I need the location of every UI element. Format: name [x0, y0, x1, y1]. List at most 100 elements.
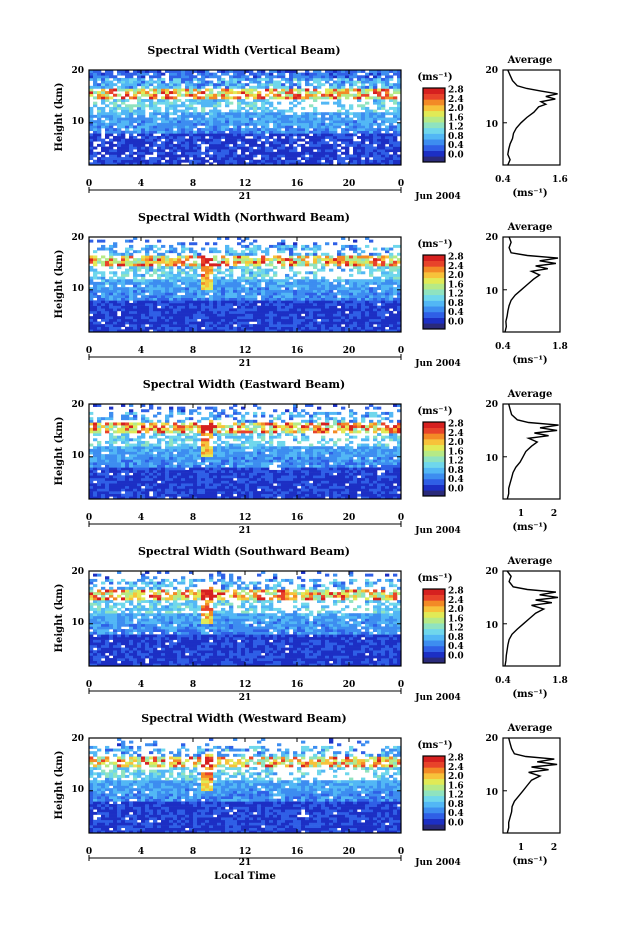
heatmap-cell [213, 300, 218, 304]
heatmap-cell [145, 300, 150, 304]
heatmap-cell [189, 295, 194, 298]
heatmap-cell [185, 80, 190, 84]
heatmap-cell [301, 493, 306, 497]
heatmap-cell [349, 273, 354, 277]
heatmap-cell [169, 491, 174, 495]
heatmap-cell [169, 493, 174, 497]
heatmap-cell [89, 75, 94, 79]
heatmap-cell [297, 96, 302, 100]
heatmap-cell [253, 101, 258, 105]
heatmap-cell [289, 268, 294, 272]
heatmap-cell [281, 70, 286, 73]
y-axis-label: Height (km) [54, 83, 65, 152]
heatmap-cell [237, 318, 242, 322]
heatmap-cell [169, 117, 174, 121]
heatmap-cell [397, 141, 402, 145]
heatmap-cell [373, 154, 378, 158]
heatmap-cell [105, 80, 110, 84]
heatmap-cell [161, 496, 166, 500]
heatmap-cell [205, 276, 210, 280]
heatmap-cell [101, 125, 106, 129]
heatmap-cell [241, 114, 246, 118]
heatmap-cell [249, 106, 254, 110]
heatmap-cell [341, 255, 346, 259]
heatmap-cell [269, 316, 274, 320]
heatmap-cell [389, 96, 394, 100]
heatmap-cell [357, 260, 362, 264]
heatmap-cell [181, 77, 186, 81]
colorbar-frame [422, 254, 446, 330]
heatmap-cell [253, 122, 258, 126]
x-tick-label: 4 [138, 179, 144, 189]
heatmap-cell [97, 295, 102, 298]
heatmap-cell [241, 324, 246, 328]
heatmap-cell [97, 321, 102, 325]
heatmap-cell [201, 255, 206, 259]
heatmap-cell [277, 135, 282, 139]
heatmap-cell [257, 483, 262, 487]
heatmap-cell [149, 130, 154, 134]
heatmap-cell [241, 496, 246, 500]
heatmap-cell [169, 125, 174, 129]
heatmap-cell [193, 88, 198, 92]
heatmap-cell [273, 287, 278, 291]
heatmap-cell [333, 491, 338, 495]
heatmap-cell [157, 318, 162, 322]
heatmap-cell [153, 287, 158, 291]
heatmap-cell [305, 310, 310, 314]
heatmap-cell [349, 122, 354, 126]
heatmap-cell [305, 295, 310, 298]
heatmap-cell [157, 292, 162, 296]
heatmap-cell [217, 138, 222, 142]
heatmap-cell [317, 157, 322, 161]
heatmap-cell [189, 321, 194, 325]
heatmap-cell [125, 146, 130, 150]
heatmap-cell [109, 91, 114, 95]
heatmap-cell [261, 162, 266, 166]
heatmap-cell [93, 104, 98, 108]
heatmap-cell [125, 104, 130, 108]
heatmap-cell [293, 260, 298, 264]
heatmap-cell [217, 125, 222, 129]
heatmap-cell [125, 72, 130, 76]
heatmap-cell [345, 88, 350, 92]
heatmap-cell [329, 85, 334, 89]
heatmap-cell [289, 122, 294, 126]
heatmap-cell [177, 242, 182, 246]
heatmap-cell [269, 326, 274, 330]
heatmap-cell [113, 122, 118, 126]
heatmap-cell [373, 302, 378, 306]
heatmap-cell [349, 488, 354, 492]
colorbar-tick-label: 0.0 [448, 317, 464, 327]
heatmap-cell [109, 96, 114, 100]
heatmap-cell [293, 329, 298, 333]
heatmap-cell [389, 292, 394, 296]
heatmap-cell [297, 289, 302, 293]
heatmap-cell [245, 117, 250, 121]
heatmap-cell [93, 329, 98, 333]
heatmap-cell [197, 117, 202, 121]
heatmap-cell [169, 313, 174, 317]
heatmap-cell [125, 326, 130, 330]
heatmap-cell [205, 485, 210, 489]
colorbar-tick-label: 1.2 [448, 123, 464, 133]
heatmap-cell [257, 122, 262, 126]
heatmap-cell [293, 289, 298, 293]
heatmap-cell [173, 491, 178, 495]
heatmap-cell [345, 128, 350, 131]
heatmap-cell [385, 72, 390, 76]
heatmap-cell [353, 258, 358, 262]
heatmap-cell [177, 491, 182, 495]
heatmap-cell [221, 128, 226, 131]
heatmap-cell [145, 239, 150, 243]
heatmap-cell [141, 266, 146, 269]
heatmap-cell [389, 70, 394, 73]
heatmap-cell [97, 143, 102, 147]
heatmap-cell [253, 250, 258, 254]
heatmap-cell [349, 88, 354, 92]
heatmap-cell [253, 324, 258, 328]
heatmap-cell [125, 106, 130, 110]
heatmap-cell [397, 85, 402, 89]
heatmap-cell [257, 491, 262, 495]
heatmap-cell [297, 93, 302, 97]
